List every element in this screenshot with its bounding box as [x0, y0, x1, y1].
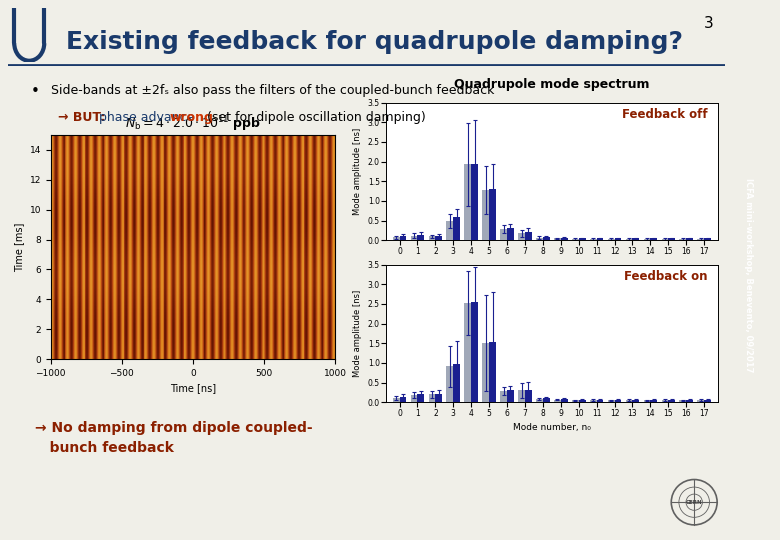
Bar: [661, 400, 668, 402]
Bar: [446, 366, 453, 402]
Bar: [651, 238, 658, 240]
Bar: [579, 400, 586, 402]
Bar: [428, 394, 435, 402]
Bar: [554, 238, 561, 240]
Bar: [507, 228, 514, 240]
Bar: [417, 235, 424, 240]
Text: Feedback on: Feedback on: [624, 270, 707, 283]
Bar: [644, 400, 651, 402]
Bar: [417, 394, 424, 402]
Bar: [482, 190, 489, 240]
Text: wrong: wrong: [169, 111, 213, 124]
X-axis label: Mode number, n₀: Mode number, n₀: [513, 423, 590, 432]
Bar: [579, 238, 586, 240]
Bar: [536, 238, 543, 240]
Bar: [525, 232, 532, 240]
Bar: [608, 400, 615, 402]
Bar: [668, 400, 675, 402]
Bar: [518, 390, 525, 402]
Bar: [489, 342, 496, 402]
Bar: [697, 239, 704, 240]
Bar: [543, 237, 550, 240]
Bar: [471, 302, 478, 402]
Bar: [543, 399, 550, 402]
Bar: [410, 235, 417, 240]
Bar: [686, 400, 693, 402]
Text: → No damping from dipole coupled-
   bunch feedback: → No damping from dipole coupled- bunch …: [35, 421, 313, 455]
Text: Side-bands at ±2fₛ also pass the filters of the coupled-bunch feedback: Side-bands at ±2fₛ also pass the filters…: [51, 84, 494, 97]
Bar: [633, 238, 640, 240]
Text: Quadrupole mode spectrum: Quadrupole mode spectrum: [455, 78, 650, 91]
Bar: [489, 189, 496, 240]
Bar: [399, 397, 406, 402]
Bar: [561, 399, 568, 402]
Y-axis label: Mode amplitude [ns]: Mode amplitude [ns]: [353, 290, 362, 377]
Bar: [453, 218, 460, 240]
Bar: [697, 400, 704, 402]
Bar: [536, 399, 543, 402]
Bar: [471, 164, 478, 240]
Bar: [590, 400, 597, 402]
Bar: [704, 400, 711, 402]
Bar: [410, 395, 417, 402]
Bar: [464, 303, 471, 402]
Bar: [661, 239, 668, 240]
Text: (set for dipole oscillation damping): (set for dipole oscillation damping): [203, 111, 426, 124]
Bar: [686, 238, 693, 240]
Bar: [679, 239, 686, 240]
Text: •: •: [31, 84, 40, 99]
Bar: [525, 390, 532, 402]
Text: 3: 3: [704, 16, 714, 31]
Bar: [633, 400, 640, 402]
Bar: [644, 239, 651, 240]
Text: ICFA mini-workshop, Benevento, 09/2017: ICFA mini-workshop, Benevento, 09/2017: [743, 178, 753, 373]
Bar: [608, 239, 615, 240]
Bar: [597, 238, 604, 240]
Bar: [572, 400, 579, 402]
Bar: [393, 397, 399, 402]
Bar: [518, 233, 525, 240]
Bar: [446, 221, 453, 240]
Bar: [399, 237, 406, 240]
Y-axis label: Time [ms]: Time [ms]: [14, 222, 24, 272]
Bar: [500, 230, 507, 240]
Text: Feedback off: Feedback off: [622, 108, 707, 121]
Text: → BUT:: → BUT:: [58, 111, 110, 124]
Bar: [561, 238, 568, 240]
Bar: [507, 390, 514, 402]
X-axis label: Time [ns]: Time [ns]: [170, 383, 216, 393]
Bar: [453, 364, 460, 402]
Bar: [651, 400, 658, 402]
Text: phase advance: phase advance: [99, 111, 198, 124]
Bar: [626, 239, 633, 240]
Bar: [679, 400, 686, 402]
Bar: [668, 238, 675, 240]
Bar: [435, 235, 442, 240]
Bar: [590, 239, 597, 240]
Bar: [435, 394, 442, 402]
Text: Existing feedback for quadrupole damping?: Existing feedback for quadrupole damping…: [66, 30, 683, 53]
Y-axis label: Mode amplitude [ns]: Mode amplitude [ns]: [353, 128, 362, 215]
Bar: [464, 164, 471, 240]
Bar: [572, 239, 579, 240]
Text: CERN: CERN: [686, 500, 703, 505]
Bar: [482, 343, 489, 402]
Bar: [597, 400, 604, 402]
Bar: [428, 237, 435, 240]
Bar: [626, 400, 633, 402]
Bar: [615, 238, 622, 240]
Bar: [704, 238, 711, 240]
Bar: [393, 237, 399, 240]
Title: $N_{\rm b} = 4 \cdot 2.0 \cdot 10^{11}$ ppb: $N_{\rm b} = 4 \cdot 2.0 \cdot 10^{11}$ …: [125, 114, 261, 134]
Bar: [615, 400, 622, 402]
Bar: [554, 400, 561, 402]
Bar: [500, 392, 507, 402]
